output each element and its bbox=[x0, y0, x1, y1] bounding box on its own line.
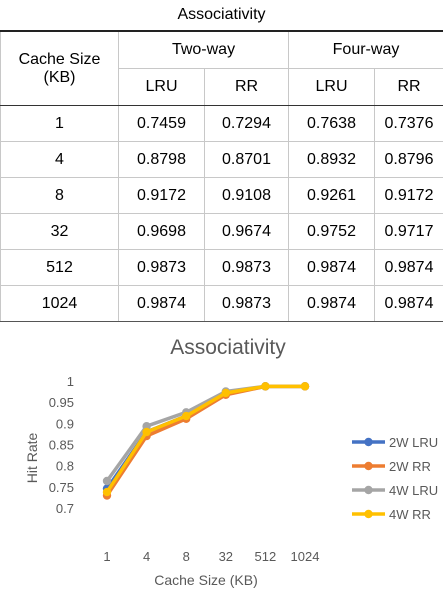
row-size: 32 bbox=[1, 214, 119, 250]
table-row: 32 0.9698 0.9674 0.9752 0.9717 bbox=[1, 214, 443, 250]
x-tick-label: 1024 bbox=[291, 549, 320, 564]
x-tick-label: 512 bbox=[255, 549, 277, 564]
table-cell: 0.9873 bbox=[205, 286, 289, 322]
table-cell: 0.7459 bbox=[119, 106, 205, 142]
legend-item: 2W RR bbox=[352, 459, 431, 474]
table-cell: 0.9874 bbox=[289, 286, 375, 322]
table-cell: 0.9752 bbox=[289, 214, 375, 250]
legend-label: 4W LRU bbox=[389, 483, 438, 498]
table-cell: 0.8796 bbox=[375, 142, 443, 178]
row-size: 512 bbox=[1, 250, 119, 286]
data-point bbox=[261, 382, 269, 390]
table-cell: 0.8798 bbox=[119, 142, 205, 178]
group-header-four-way: Four-way bbox=[289, 31, 443, 69]
table-title: Associativity bbox=[0, 0, 443, 30]
row-size: 4 bbox=[1, 142, 119, 178]
y-axis-label: Hit Rate bbox=[24, 433, 40, 484]
series-2w-rr bbox=[103, 382, 309, 500]
series-4w-lru bbox=[103, 382, 309, 485]
table-cell: 0.7294 bbox=[205, 106, 289, 142]
y-tick-label: 0.85 bbox=[49, 438, 74, 453]
subheader-four-way-lru: LRU bbox=[289, 69, 375, 106]
legend-swatch-marker bbox=[364, 462, 372, 470]
series-2w-lru bbox=[103, 382, 309, 493]
legend-label: 2W LRU bbox=[389, 435, 438, 450]
line-chart: Associativity Cache Size (KB) Hit Rate 1… bbox=[0, 320, 443, 590]
y-tick-label: 0.9 bbox=[56, 416, 74, 431]
table-cell: 0.9874 bbox=[289, 250, 375, 286]
x-tick-label: 1 bbox=[103, 549, 110, 564]
table-cell: 0.9172 bbox=[375, 178, 443, 214]
legend-swatch-marker bbox=[364, 510, 372, 518]
row-header-cache-size: Cache Size (KB) bbox=[1, 31, 119, 106]
y-tick-label: 0.75 bbox=[49, 480, 74, 495]
table-cell: 0.8701 bbox=[205, 142, 289, 178]
legend-item: 4W LRU bbox=[352, 483, 438, 498]
series-4w-rr bbox=[103, 382, 309, 496]
legend-label: 2W RR bbox=[389, 459, 431, 474]
table-cell: 0.9674 bbox=[205, 214, 289, 250]
table-cell: 0.7638 bbox=[289, 106, 375, 142]
data-point bbox=[103, 477, 111, 485]
table-cell: 0.9108 bbox=[205, 178, 289, 214]
subheader-two-way-rr: RR bbox=[205, 69, 289, 106]
data-point bbox=[301, 382, 309, 390]
table-cell: 0.9874 bbox=[375, 250, 443, 286]
legend-label: 4W RR bbox=[389, 507, 431, 522]
table-cell: 0.9172 bbox=[119, 178, 205, 214]
legend-swatch-marker bbox=[364, 486, 372, 494]
row-size: 8 bbox=[1, 178, 119, 214]
x-tick-label: 4 bbox=[143, 549, 150, 564]
data-point bbox=[222, 389, 230, 397]
group-header-two-way: Two-way bbox=[119, 31, 289, 69]
legend-swatch-marker bbox=[364, 438, 372, 446]
table-cell: 0.9698 bbox=[119, 214, 205, 250]
data-point bbox=[142, 428, 150, 436]
data-point bbox=[182, 412, 190, 420]
table-cell: 0.9873 bbox=[119, 250, 205, 286]
table-cell: 0.9717 bbox=[375, 214, 443, 250]
row-size: 1024 bbox=[1, 286, 119, 322]
chart-title: Associativity bbox=[170, 336, 286, 359]
table-row: 1024 0.9874 0.9873 0.9874 0.9874 bbox=[1, 286, 443, 322]
table-cell: 0.9874 bbox=[375, 286, 443, 322]
x-tick-label: 32 bbox=[219, 549, 233, 564]
y-tick-label: 0.95 bbox=[49, 395, 74, 410]
table-row: 512 0.9873 0.9873 0.9874 0.9874 bbox=[1, 250, 443, 286]
table-row: 8 0.9172 0.9108 0.9261 0.9172 bbox=[1, 178, 443, 214]
legend-item: 4W RR bbox=[352, 507, 431, 522]
table-row: 4 0.8798 0.8701 0.8932 0.8796 bbox=[1, 142, 443, 178]
y-tick-label: 0.8 bbox=[56, 459, 74, 474]
row-size: 1 bbox=[1, 106, 119, 142]
chart-container: Associativity Cache Size (KB) Hit Rate 1… bbox=[0, 320, 443, 590]
legend-item: 2W LRU bbox=[352, 435, 438, 450]
subheader-four-way-rr: RR bbox=[375, 69, 443, 106]
y-tick-label: 0.7 bbox=[56, 501, 74, 516]
table-cell: 0.8932 bbox=[289, 142, 375, 178]
table-cell: 0.7376 bbox=[375, 106, 443, 142]
data-point bbox=[103, 488, 111, 496]
subheader-two-way-lru: LRU bbox=[119, 69, 205, 106]
table-row: 1 0.7459 0.7294 0.7638 0.7376 bbox=[1, 106, 443, 142]
table-cell: 0.9261 bbox=[289, 178, 375, 214]
y-tick-label: 1 bbox=[67, 374, 74, 389]
x-tick-label: 8 bbox=[183, 549, 190, 564]
series-line bbox=[107, 386, 305, 481]
results-table: Cache Size (KB) Two-way Four-way LRU RR … bbox=[0, 30, 443, 322]
table-cell: 0.9873 bbox=[205, 250, 289, 286]
x-axis-label: Cache Size (KB) bbox=[154, 572, 257, 588]
table-cell: 0.9874 bbox=[119, 286, 205, 322]
